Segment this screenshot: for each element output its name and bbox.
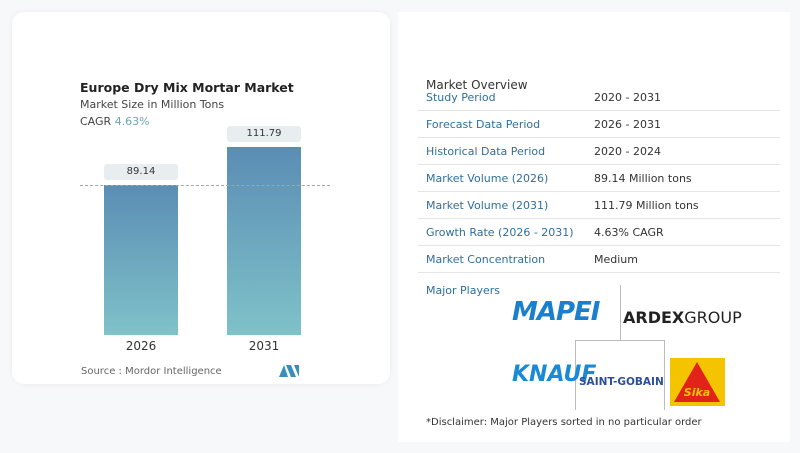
row-label: Market Concentration — [426, 253, 546, 266]
overview-row: Market Concentration Medium — [418, 246, 780, 273]
logo-ardex: ARDEXGROUP — [623, 308, 742, 327]
mordor-logo-icon — [279, 365, 299, 377]
logo-mapei: MAPEI — [512, 297, 600, 327]
overview-row: Forecast Data Period 2026 - 2031 — [418, 111, 780, 138]
overview-title: Market Overview — [426, 78, 528, 92]
overview-row: Historical Data Period 2020 - 2024 — [418, 138, 780, 165]
disclaimer: *Disclaimer: Major Players sorted in no … — [426, 417, 702, 428]
cagr-label: CAGR — [80, 115, 112, 128]
row-label: Historical Data Period — [426, 145, 546, 158]
bar-2026 — [104, 185, 178, 335]
chart-subtitle: Market Size in Million Tons — [80, 98, 225, 111]
overview-row: Growth Rate (2026 - 2031) 4.63% CAGR — [418, 219, 780, 246]
row-label: Forecast Data Period — [426, 118, 541, 131]
reference-line — [80, 185, 330, 186]
overview-row: Market Volume (2031) 111.79 Million tons — [418, 192, 780, 219]
row-value: 4.63% CAGR — [594, 226, 664, 239]
logo-saint-gobain: SAINT-GOBAIN — [579, 376, 664, 388]
chart-title: Europe Dry Mix Mortar Market — [80, 80, 294, 95]
row-label: Study Period — [426, 91, 496, 104]
overview-row: Study Period 2020 - 2031 — [418, 84, 780, 111]
svg-text:Sika: Sika — [684, 386, 710, 399]
overview-row: Market Volume (2026) 89.14 Million tons — [418, 165, 780, 192]
cagr: CAGR 4.63% — [80, 115, 150, 128]
bar-2031 — [227, 147, 301, 335]
major-players-label: Major Players — [426, 284, 500, 297]
sika-triangle-icon: Sika — [674, 362, 720, 402]
row-value: 2020 - 2024 — [594, 145, 661, 158]
data-label: 89.14 — [104, 164, 178, 181]
row-label: Market Volume (2031) — [426, 199, 549, 212]
data-label: 111.79 — [227, 126, 301, 143]
source: Source : Mordor Intelligence — [81, 366, 222, 377]
row-value: 2020 - 2031 — [594, 91, 661, 104]
logo-sika: Sika — [670, 358, 725, 406]
row-value: Medium — [594, 253, 638, 266]
x-tick-label: 2031 — [248, 339, 280, 353]
logo-knauf: KNAUF — [512, 362, 597, 387]
cagr-value: 4.63% — [114, 115, 150, 128]
row-label: Market Volume (2026) — [426, 172, 549, 185]
chart-card — [12, 12, 390, 384]
row-value: 111.79 Million tons — [594, 199, 699, 212]
row-label: Growth Rate (2026 - 2031) — [426, 226, 574, 239]
row-value: 2026 - 2031 — [594, 118, 661, 131]
x-tick-label: 2026 — [125, 339, 157, 353]
row-value: 89.14 Million tons — [594, 172, 692, 185]
